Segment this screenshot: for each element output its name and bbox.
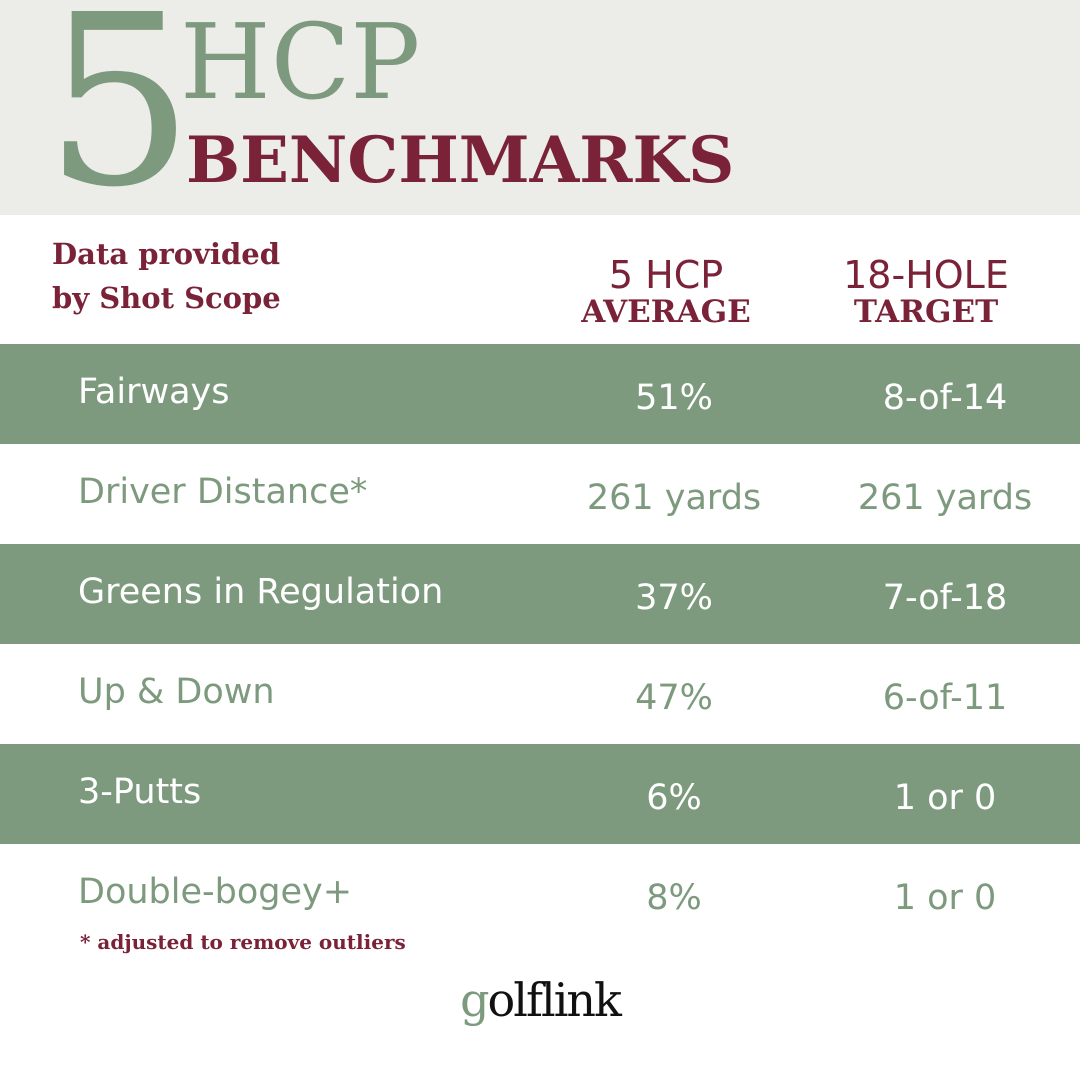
row-average: 6% — [646, 778, 702, 818]
row-average: 8% — [646, 878, 702, 918]
row-label: Double-bogey+ — [78, 872, 353, 912]
row-label: Driver Distance* — [78, 472, 368, 512]
row-target: 8-of-14 — [882, 378, 1008, 418]
table-row: 3-Putts 6% 1 or 0 — [0, 744, 1080, 844]
table-row: Driver Distance* 261 yards 261 yards — [0, 444, 1080, 544]
header-banner: 5 HCP BENCHMARKS — [0, 0, 1080, 220]
handicap-number: 5 — [44, 0, 195, 239]
table-row: Up & Down 47% 6-of-11 — [0, 644, 1080, 744]
data-source-line-1: Data provided — [52, 237, 280, 271]
row-target: 7-of-18 — [882, 578, 1008, 618]
row-target: 261 yards — [857, 478, 1033, 518]
data-source-note: Data provided by Shot Scope — [52, 232, 281, 320]
hcp-title: HCP — [180, 1, 421, 123]
column-header-target: 18-HOLE TARGET — [820, 255, 1032, 329]
column-header-target-line-1: 18-HOLE — [843, 253, 1009, 297]
row-target: 6-of-11 — [882, 678, 1008, 718]
row-label: Fairways — [78, 372, 230, 412]
row-average: 37% — [635, 578, 713, 618]
logo-letter-g: g — [460, 973, 489, 1027]
row-label: Greens in Regulation — [78, 572, 444, 612]
row-label: Up & Down — [78, 672, 275, 712]
data-source-line-2: by Shot Scope — [52, 281, 281, 315]
table-row: Fairways 51% 8-of-14 — [0, 344, 1080, 444]
column-header-average: 5 HCP AVERAGE — [560, 255, 772, 329]
column-header-average-line-2: AVERAGE — [581, 294, 751, 330]
column-header-average-line-1: 5 HCP — [608, 253, 724, 297]
logo-letters-rest: olflink — [487, 973, 622, 1027]
row-target: 1 or 0 — [893, 878, 997, 918]
footnote: * adjusted to remove outliers — [80, 930, 406, 954]
row-label: 3-Putts — [78, 772, 202, 812]
row-target: 1 or 0 — [893, 778, 997, 818]
benchmarks-title: BENCHMARKS — [186, 123, 735, 198]
row-average: 51% — [635, 378, 713, 418]
column-header-target-line-2: TARGET — [853, 294, 999, 330]
table-row: Double-bogey+ 8% 1 or 0 — [0, 844, 1080, 944]
table-row: Greens in Regulation 37% 7-of-18 — [0, 544, 1080, 644]
row-average: 261 yards — [586, 478, 762, 518]
row-average: 47% — [635, 678, 713, 718]
golflink-logo: golflink — [0, 972, 1080, 1028]
